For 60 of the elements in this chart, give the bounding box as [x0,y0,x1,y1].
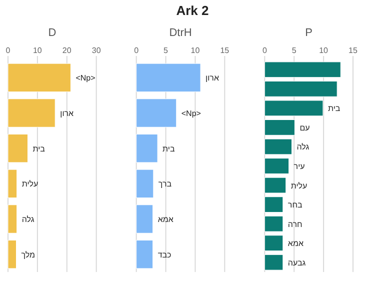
bar [264,158,290,174]
bar [8,169,18,198]
y-tick-label: ארון [206,74,219,83]
x-tick-label: 20 [62,46,72,55]
y-tick-label: עם [300,123,310,132]
bar [264,119,295,136]
x-tick-label: 10 [190,46,200,55]
x-tick-label: 0 [6,46,11,55]
bar [264,100,324,116]
y-tick-label: עיר [294,162,306,171]
chart-subtitle: D [48,27,56,39]
bar [264,216,284,232]
chart-title: Ark 2 [176,3,209,18]
x-tick-label: 15 [220,46,230,55]
bar [264,62,341,78]
bar [8,134,28,163]
bar [8,63,71,92]
y-tick-label: אמא [288,239,304,248]
x-tick-label: 10 [319,46,329,55]
bar [264,196,284,213]
bar [136,134,158,163]
y-tick-label: גלה [22,215,35,224]
x-tick-label: 0 [134,46,140,55]
y-tick-label: <Np> [76,74,96,83]
bar [136,169,154,198]
bar [8,98,56,128]
y-tick-label: בחר [288,200,302,210]
y-tick-label: <Np> [181,109,202,118]
bar [8,240,16,269]
y-tick-label: עלית [290,181,308,190]
y-tick-label: ארון [60,109,74,118]
chart-subtitle: P [305,27,313,39]
y-tick-label: גלה [296,142,310,152]
bar [264,177,286,194]
bar [264,80,338,97]
x-tick-label: 0 [262,46,268,55]
y-tick-label: בית [162,144,175,154]
bar [264,235,284,252]
y-tick-label: ברך [158,180,172,189]
y-tick-label: חרה [288,220,302,229]
bar [264,138,292,155]
x-tick-label: 10 [32,46,42,55]
chart-subtitle: DtrH [169,27,192,39]
bar [136,63,201,92]
y-tick-label: בית [32,144,46,154]
y-tick-label: מלך [21,250,36,260]
bar [136,204,154,234]
y-tick-label: עלית [22,180,39,189]
x-tick-label: 30 [92,46,102,55]
x-tick-label: 5 [164,46,169,55]
x-tick-label: 5 [292,46,297,55]
bar [136,98,177,128]
bar [136,240,154,269]
x-tick-label: 15 [348,46,358,55]
y-tick-label: גבעה [288,258,306,268]
y-tick-label: בית [328,104,340,114]
bar [264,254,284,270]
y-tick-label: כבד [158,250,172,260]
y-tick-label: אמא [158,215,174,224]
bar [8,204,18,234]
